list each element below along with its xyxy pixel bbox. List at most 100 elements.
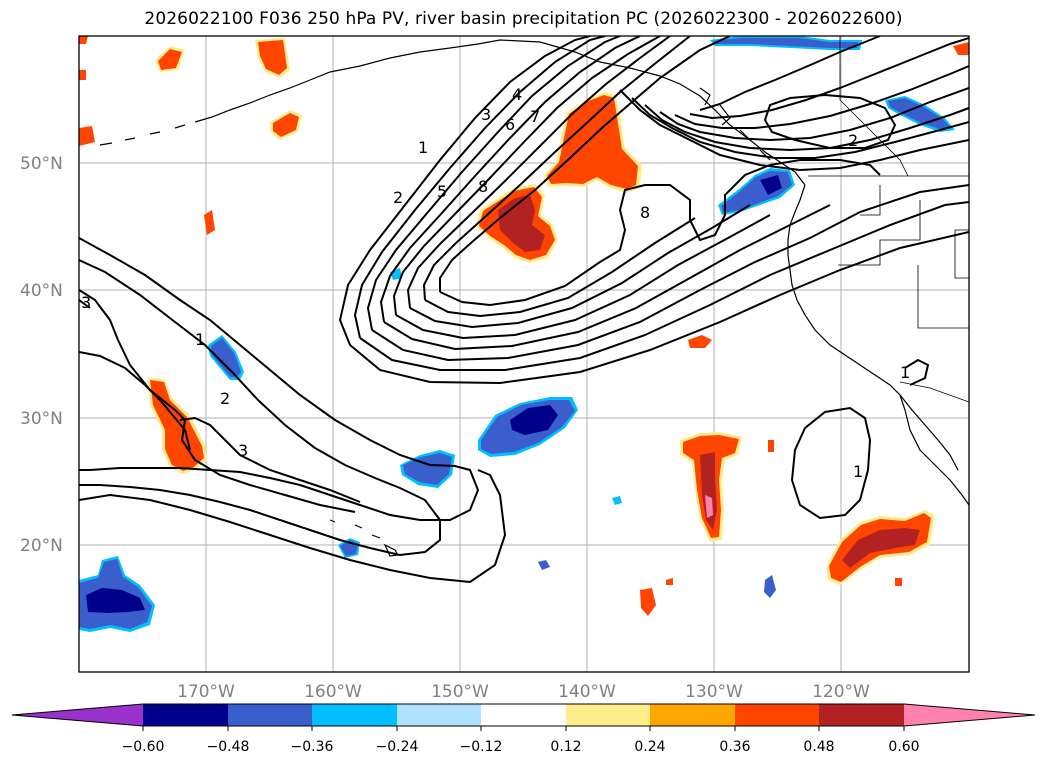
lat-label-50n: 50°N xyxy=(20,154,63,174)
pv-contour-closed-2 xyxy=(763,93,897,149)
pv-contour-sub-3 xyxy=(79,289,356,513)
pv-label: 1 xyxy=(418,138,428,157)
colorbar-tick-label: −0.60 xyxy=(122,739,165,755)
colorbar-segment xyxy=(228,704,312,726)
colorbar: −0.60 −0.48 −0.36 −0.24 −0.12 0.12 0.24 … xyxy=(11,703,1036,755)
pv-contour-sub-4 xyxy=(79,299,361,503)
coastline-alaska-peninsula xyxy=(194,79,311,123)
pv-contour-4b xyxy=(383,204,831,351)
pv-contour-8b xyxy=(439,159,881,307)
boundary-states-3 xyxy=(954,229,969,279)
figure-title: 2026022100 F036 250 hPa PV, river basin … xyxy=(144,9,903,29)
colorbar-segment xyxy=(566,704,650,726)
boundary-states-1 xyxy=(838,200,921,266)
colorbar-tick-label: −0.24 xyxy=(376,739,419,755)
pv-contour-1 xyxy=(338,36,591,346)
pv-contour-sub-1 xyxy=(79,237,480,521)
pv-contour-sub-3b xyxy=(79,351,191,451)
map-frame xyxy=(78,35,970,673)
pv-label: 1 xyxy=(853,462,863,481)
pv-contour-4 xyxy=(379,36,641,323)
pv-label: 3 xyxy=(81,293,91,312)
coastline-aleutians xyxy=(99,124,186,146)
colorbar-tick-label: 0.48 xyxy=(803,739,834,755)
pv-label: 2 xyxy=(220,389,230,408)
pv-label: 2 xyxy=(393,188,403,207)
pv-contour-ridge-1 xyxy=(619,89,969,172)
boundary-states-4 xyxy=(860,185,881,216)
coastline-hawaii xyxy=(329,519,399,557)
pv-contour-sub-low xyxy=(79,469,507,584)
pv-label: 7 xyxy=(530,107,540,126)
colorbar-segment xyxy=(312,704,397,726)
boundary-alaska-canada xyxy=(839,36,909,177)
pv-contour-ridge-6 xyxy=(689,37,969,120)
pv-contour-ridge-5 xyxy=(674,65,969,129)
pv-contour-3 xyxy=(366,36,621,331)
pv-label: 3 xyxy=(238,441,248,460)
colorbar-extend-low xyxy=(12,704,143,726)
pv-contour-3b xyxy=(371,184,969,362)
boundary-states-2 xyxy=(917,265,969,329)
pv-contour-labels: 1 2 3 4 5 6 7 8 8 2 1 2 3 1 1 3 xyxy=(81,85,910,481)
colorbar-tick-label: 0.60 xyxy=(888,739,919,755)
pv-contour-5b xyxy=(395,214,771,340)
pv-contours xyxy=(79,36,969,584)
pv-contour-2b xyxy=(359,201,969,371)
colorbar-tick-labels: −0.60 −0.48 −0.36 −0.24 −0.12 0.12 0.24 … xyxy=(122,739,920,755)
colorbar-segment xyxy=(481,704,566,726)
pv-label: 6 xyxy=(505,115,515,134)
colorbar-tick-label: −0.12 xyxy=(460,739,503,755)
pv-label: 1 xyxy=(195,330,205,349)
coastlines xyxy=(99,39,969,557)
coastline-canada-island xyxy=(699,87,771,161)
latitude-labels: 50°N 40°N 30°N 20°N xyxy=(20,154,63,556)
pv-contour-ridge-2 xyxy=(631,97,969,159)
colorbar-segment xyxy=(735,704,819,726)
colorbar-ticks xyxy=(142,726,905,731)
lon-label-170w: 170°W xyxy=(177,682,235,702)
pv-label: 2 xyxy=(848,131,858,150)
pv-contour-7b xyxy=(424,217,696,318)
colorbar-tick-label: −0.36 xyxy=(291,739,334,755)
pv-contour-6 xyxy=(406,36,671,309)
colorbar-extend-high xyxy=(904,704,1035,726)
colorbar-tick-label: 0.36 xyxy=(719,739,750,755)
lon-label-150w: 150°W xyxy=(431,682,489,702)
pv-contour-1b xyxy=(349,231,969,385)
lat-label-30n: 30°N xyxy=(20,409,63,429)
colorbar-segment xyxy=(819,704,904,726)
political-boundaries xyxy=(808,36,969,403)
pv-label: 8 xyxy=(640,203,650,222)
lat-label-40n: 40°N xyxy=(20,281,63,301)
lon-label-160w: 160°W xyxy=(304,682,362,702)
colorbar-tick-label: −0.48 xyxy=(207,739,250,755)
pv-label: 8 xyxy=(478,177,488,196)
pv-label: 5 xyxy=(437,182,447,201)
pv-contour-sw xyxy=(904,358,930,386)
lon-label-130w: 130°W xyxy=(685,682,743,702)
pv-contour-sub-2 xyxy=(79,259,441,557)
colorbar-segment xyxy=(143,704,228,726)
colorbar-tick-label: 0.12 xyxy=(550,739,581,755)
coastline-baja xyxy=(899,394,959,471)
coastline-bc xyxy=(787,184,969,506)
lat-label-20n: 20°N xyxy=(20,536,63,556)
pv-contour-ridge-7 xyxy=(699,36,881,111)
colorbar-segment xyxy=(397,704,481,726)
pv-label: 3 xyxy=(481,105,491,124)
coastline-alaska xyxy=(309,39,806,186)
lon-label-120w: 120°W xyxy=(812,682,870,702)
pv-contour-8 xyxy=(439,36,731,292)
colorbar-tick-label: 0.24 xyxy=(634,739,665,755)
longitude-labels: 170°W 160°W 150°W 140°W 130°W 120°W xyxy=(177,682,870,702)
pv-label: 1 xyxy=(900,363,910,382)
lon-label-140w: 140°W xyxy=(558,682,616,702)
pv-contour-ridge-3 xyxy=(644,104,969,152)
pv-contour-7 xyxy=(422,36,691,301)
pv-contour-5 xyxy=(392,36,661,316)
pv-label: 4 xyxy=(512,85,522,104)
pv-contour-2 xyxy=(353,36,606,339)
colorbar-segment xyxy=(650,704,735,726)
